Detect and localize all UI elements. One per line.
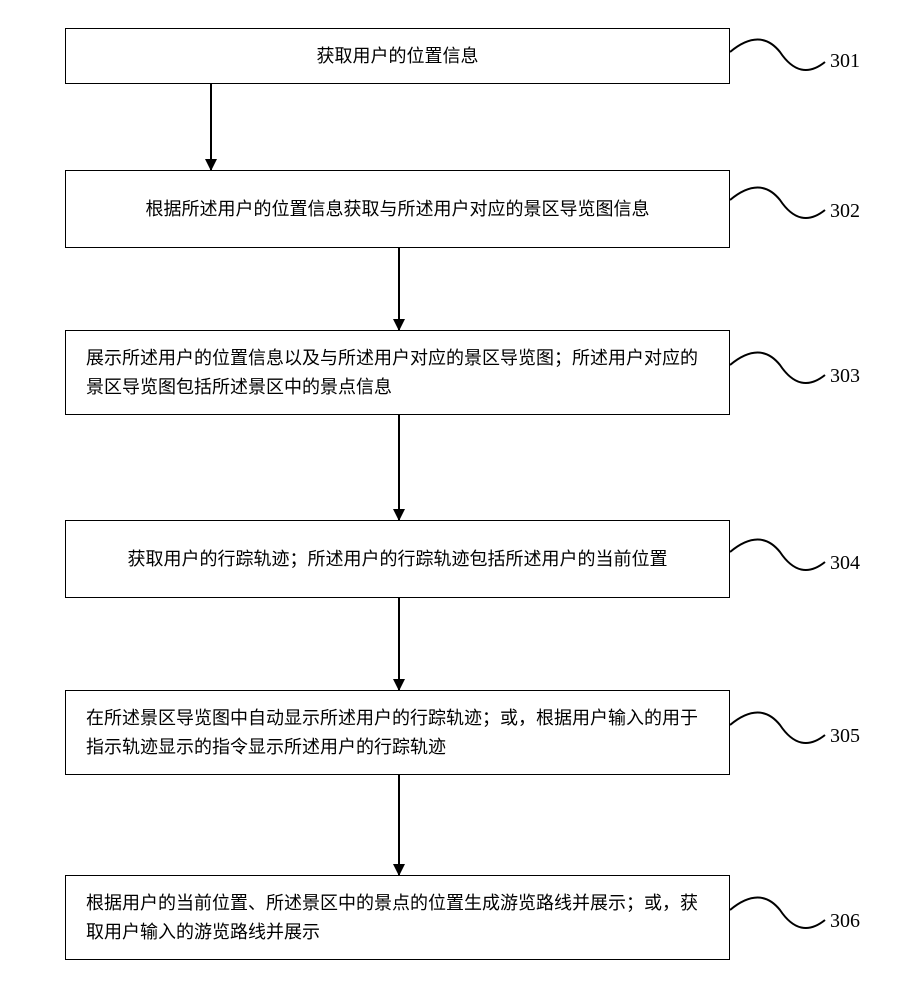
- step-label-305: 305: [830, 725, 860, 748]
- flowchart-container: 获取用户的位置信息 301 根据所述用户的位置信息获取与所述用户对应的景区导览图…: [0, 0, 903, 1000]
- arrow-3: [398, 415, 400, 520]
- step-box-301: 获取用户的位置信息: [65, 28, 730, 84]
- step-label-302: 302: [830, 200, 860, 223]
- step-text: 获取用户的行踪轨迹；所述用户的行踪轨迹包括所述用户的当前位置: [86, 545, 709, 574]
- step-label-303: 303: [830, 365, 860, 388]
- step-text: 根据所述用户的位置信息获取与所述用户对应的景区导览图信息: [86, 195, 709, 224]
- step-box-302: 根据所述用户的位置信息获取与所述用户对应的景区导览图信息: [65, 170, 730, 248]
- connector-306: [730, 890, 830, 945]
- step-box-305: 在所述景区导览图中自动显示所述用户的行踪轨迹；或，根据用户输入的用于指示轨迹显示…: [65, 690, 730, 775]
- step-box-304: 获取用户的行踪轨迹；所述用户的行踪轨迹包括所述用户的当前位置: [65, 520, 730, 598]
- connector-302: [730, 180, 830, 235]
- arrow-4: [398, 598, 400, 690]
- step-label-301: 301: [830, 50, 860, 73]
- connector-303: [730, 345, 830, 400]
- connector-304: [730, 532, 830, 587]
- step-text: 在所述景区导览图中自动显示所述用户的行踪轨迹；或，根据用户输入的用于指示轨迹显示…: [86, 704, 709, 762]
- step-label-306: 306: [830, 910, 860, 933]
- arrow-5: [398, 775, 400, 875]
- step-text: 获取用户的位置信息: [86, 42, 709, 71]
- arrow-2: [398, 248, 400, 330]
- connector-301: [730, 32, 830, 87]
- step-box-303: 展示所述用户的位置信息以及与所述用户对应的景区导览图；所述用户对应的景区导览图包…: [65, 330, 730, 415]
- step-label-304: 304: [830, 552, 860, 575]
- step-box-306: 根据用户的当前位置、所述景区中的景点的位置生成游览路线并展示；或，获取用户输入的…: [65, 875, 730, 960]
- connector-305: [730, 705, 830, 760]
- step-text: 根据用户的当前位置、所述景区中的景点的位置生成游览路线并展示；或，获取用户输入的…: [86, 889, 709, 947]
- step-text: 展示所述用户的位置信息以及与所述用户对应的景区导览图；所述用户对应的景区导览图包…: [86, 344, 709, 402]
- arrow-1: [210, 84, 212, 170]
